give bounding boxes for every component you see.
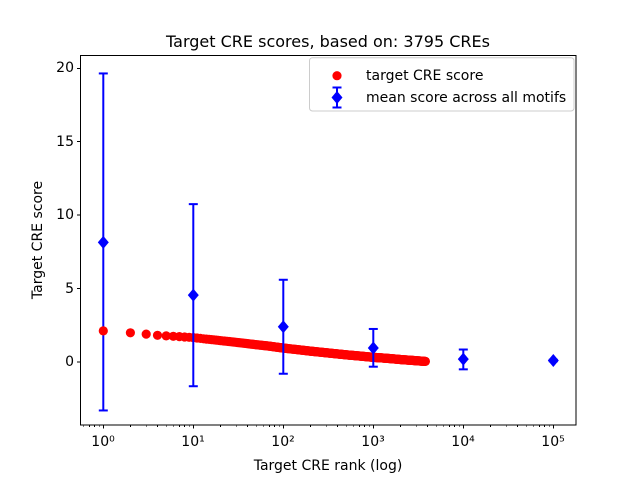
y-axis-label: Target CRE score [30,180,46,300]
x-minor-ticks [82,425,550,427]
legend-label-mean-score: mean score across all motifs [366,90,567,106]
x-major-ticks [102,425,554,429]
series-mean-motif-score [97,72,559,412]
plot-title: Target CRE scores, based on: 3795 CREs [166,32,490,51]
legend-marker-red-circle-icon [332,71,342,81]
y-tick-label-0: 0 [65,354,74,370]
y-tick-label-15: 15 [56,134,74,150]
axes-frame [80,55,577,426]
x-tick-label-1e0: 10⁰ [91,434,115,450]
highlight-rank1-point [98,326,108,336]
x-tick-label-1e2: 10² [271,434,295,450]
legend [309,57,575,112]
y-major-ticks [77,67,81,363]
y-tick-label-10: 10 [56,207,74,223]
series-target-cre-score [125,328,430,366]
x-tick-label-1e5: 10⁵ [541,434,565,450]
y-tick-label-20: 20 [56,60,74,76]
x-tick-label-1e1: 10¹ [181,434,205,450]
x-axis-label: Target CRE rank (log) [253,458,403,474]
y-tick-label-5: 5 [65,281,74,297]
legend-label-target-cre-score: target CRE score [366,68,484,84]
legend-marker-blue-diamond-errorbar-icon [331,86,343,109]
x-tick-label-1e4: 10⁴ [451,434,475,450]
x-tick-label-1e3: 10³ [361,434,385,450]
